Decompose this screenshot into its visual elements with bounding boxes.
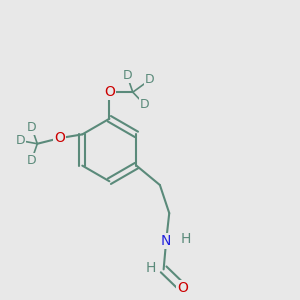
Text: H: H: [180, 232, 191, 246]
Text: H: H: [145, 261, 156, 275]
Text: D: D: [27, 154, 37, 166]
Text: O: O: [104, 85, 115, 99]
Text: D: D: [122, 69, 132, 82]
Text: O: O: [54, 131, 65, 145]
Text: D: D: [16, 134, 25, 147]
Text: D: D: [145, 73, 155, 86]
Text: N: N: [161, 234, 171, 248]
Text: D: D: [140, 98, 149, 111]
Text: D: D: [27, 121, 37, 134]
Text: O: O: [178, 281, 188, 295]
